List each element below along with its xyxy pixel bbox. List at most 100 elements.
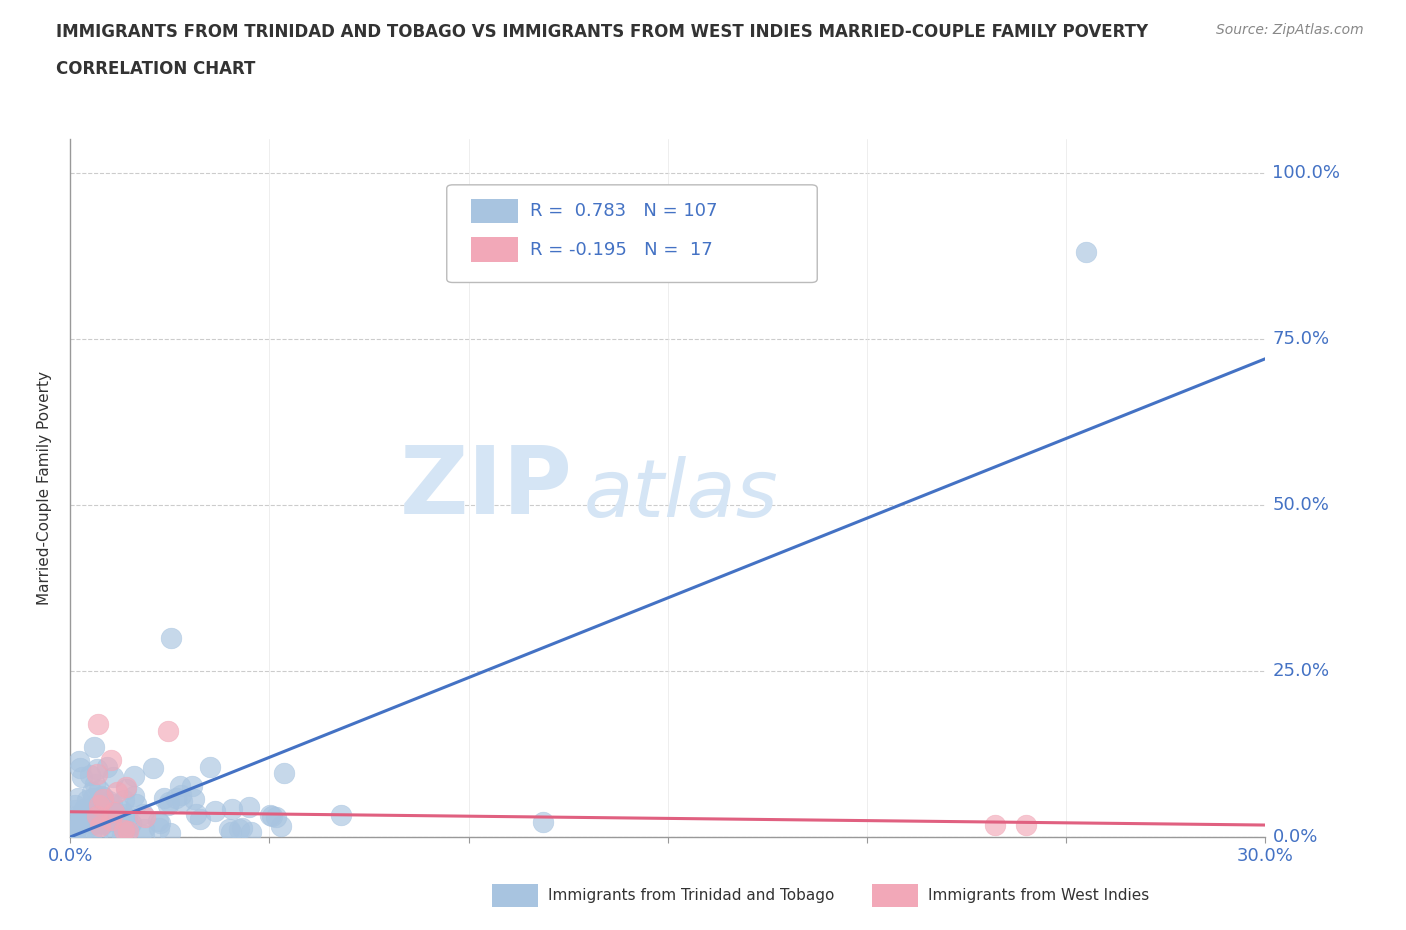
Point xyxy=(94,802,117,817)
Text: IMMIGRANTS FROM TRINIDAD AND TOBAGO VS IMMIGRANTS FROM WEST INDIES MARRIED-COUPL: IMMIGRANTS FROM TRINIDAD AND TOBAGO VS I… xyxy=(56,23,1149,41)
Point xyxy=(91,791,114,806)
Point xyxy=(63,823,86,838)
Point xyxy=(86,829,108,844)
Point xyxy=(87,816,110,830)
Point xyxy=(169,779,191,794)
Point xyxy=(115,810,138,825)
Point xyxy=(83,802,105,817)
Point xyxy=(103,814,125,829)
Point xyxy=(183,791,205,806)
Point xyxy=(219,825,242,840)
Point xyxy=(118,819,141,834)
Text: R =  0.783   N = 107: R = 0.783 N = 107 xyxy=(530,202,718,219)
Text: 100.0%: 100.0% xyxy=(1272,164,1340,181)
Point xyxy=(259,808,281,823)
Point xyxy=(89,818,111,833)
Point xyxy=(96,806,118,821)
Point xyxy=(80,802,103,817)
Point xyxy=(132,828,155,843)
Point xyxy=(165,790,187,805)
Point xyxy=(73,802,96,817)
Point xyxy=(238,800,260,815)
Point xyxy=(228,822,250,837)
Point xyxy=(184,807,207,822)
Text: 75.0%: 75.0% xyxy=(1272,330,1330,348)
Point xyxy=(125,796,148,811)
Point xyxy=(63,820,86,835)
Point xyxy=(79,767,101,782)
Point xyxy=(112,822,135,837)
Point xyxy=(86,766,108,781)
Point xyxy=(100,752,122,767)
Point xyxy=(204,804,226,818)
Point xyxy=(66,820,89,835)
Point xyxy=(83,817,105,831)
Text: Source: ZipAtlas.com: Source: ZipAtlas.com xyxy=(1216,23,1364,37)
Point xyxy=(157,795,180,810)
Point xyxy=(84,777,107,791)
Point xyxy=(87,797,110,812)
Point xyxy=(159,826,181,841)
Point xyxy=(98,819,121,834)
FancyBboxPatch shape xyxy=(471,199,519,223)
Point xyxy=(149,816,172,830)
Point xyxy=(87,804,110,818)
Point xyxy=(80,828,103,843)
Point xyxy=(103,804,125,819)
Point xyxy=(239,825,262,840)
Text: CORRELATION CHART: CORRELATION CHART xyxy=(56,60,256,78)
Point xyxy=(273,765,295,780)
Point xyxy=(115,779,138,794)
Point xyxy=(63,817,86,832)
Point xyxy=(1015,817,1038,832)
FancyBboxPatch shape xyxy=(471,237,519,261)
Point xyxy=(117,824,139,839)
Point xyxy=(146,813,169,828)
Point xyxy=(72,804,94,818)
Point xyxy=(101,797,124,812)
Point xyxy=(115,823,138,838)
FancyBboxPatch shape xyxy=(447,185,817,283)
Text: ZIP: ZIP xyxy=(399,443,572,534)
Point xyxy=(112,793,135,808)
Point xyxy=(103,824,125,839)
Point xyxy=(100,813,122,828)
Point xyxy=(120,816,142,830)
Point xyxy=(100,810,122,825)
Point xyxy=(80,784,103,799)
Point xyxy=(270,818,292,833)
Point xyxy=(98,793,121,808)
Point xyxy=(69,761,91,776)
Point xyxy=(84,806,107,821)
Point xyxy=(80,802,103,817)
Point xyxy=(67,754,90,769)
Point xyxy=(86,795,108,810)
Point xyxy=(198,759,221,774)
Point xyxy=(188,812,211,827)
Point xyxy=(86,761,108,776)
Point xyxy=(69,810,91,825)
Point xyxy=(101,769,124,784)
Point xyxy=(63,824,86,839)
Point xyxy=(91,790,114,804)
Point xyxy=(83,740,105,755)
Point xyxy=(115,806,138,821)
Point xyxy=(100,808,122,823)
Point xyxy=(67,819,90,834)
Point xyxy=(63,827,86,842)
Point xyxy=(132,806,155,821)
Point xyxy=(115,781,138,796)
Point xyxy=(218,821,240,836)
Point xyxy=(89,782,111,797)
Text: 0.0%: 0.0% xyxy=(1272,828,1317,846)
Point xyxy=(170,788,193,803)
Point xyxy=(1076,245,1098,259)
Point xyxy=(330,807,353,822)
Point xyxy=(122,789,145,804)
Text: Immigrants from West Indies: Immigrants from West Indies xyxy=(928,888,1149,903)
Point xyxy=(134,810,156,825)
Text: atlas: atlas xyxy=(585,457,779,534)
Point xyxy=(157,797,180,812)
Point xyxy=(63,798,86,813)
Point xyxy=(82,791,104,806)
